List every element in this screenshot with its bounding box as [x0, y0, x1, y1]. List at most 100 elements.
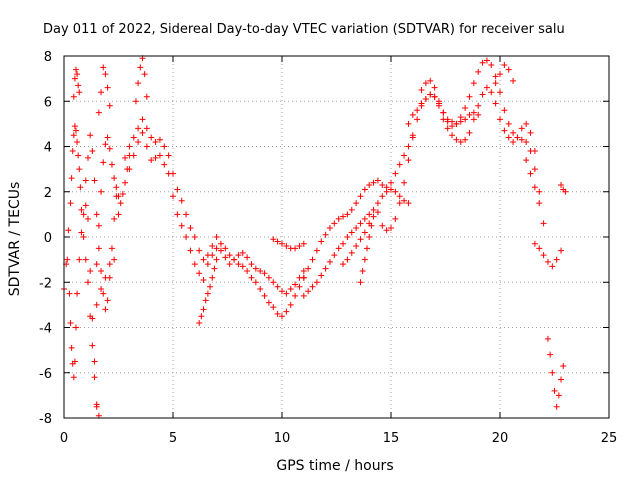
series-late-b	[544, 335, 567, 410]
data-point	[392, 170, 399, 177]
grid-lines	[64, 56, 609, 418]
data-point	[141, 71, 148, 78]
data-point	[202, 297, 209, 304]
series-spike-330	[132, 55, 150, 105]
data-point	[457, 138, 464, 145]
data-point	[531, 148, 538, 155]
data-point	[76, 89, 83, 96]
data-point	[100, 64, 107, 71]
data-point	[111, 215, 118, 222]
data-point	[143, 143, 150, 150]
data-point	[178, 197, 185, 204]
data-point	[374, 177, 381, 184]
data-point	[318, 272, 325, 279]
data-point	[148, 134, 155, 141]
series-early-trace-d	[93, 134, 133, 268]
x-tick-label: 10	[274, 431, 291, 446]
data-point	[74, 71, 81, 78]
data-point	[296, 243, 303, 250]
data-point	[108, 245, 115, 252]
data-point	[475, 111, 482, 118]
data-point	[274, 283, 281, 290]
data-point	[213, 245, 220, 252]
data-point	[257, 286, 264, 293]
data-point	[462, 116, 469, 123]
data-point	[431, 84, 438, 91]
data-point	[531, 184, 538, 191]
data-point	[344, 211, 351, 218]
data-point	[470, 80, 477, 87]
data-point	[405, 120, 412, 127]
series-late-drop	[523, 157, 547, 227]
data-point	[322, 265, 329, 272]
data-point	[98, 286, 105, 293]
data-point	[130, 134, 137, 141]
series-early-trace-c	[82, 132, 122, 313]
data-point	[348, 249, 355, 256]
data-point	[527, 129, 534, 136]
data-point	[84, 154, 91, 161]
data-point	[132, 98, 139, 105]
data-point	[553, 403, 560, 410]
data-point	[226, 252, 233, 259]
data-point	[196, 247, 203, 254]
data-point	[76, 166, 83, 173]
data-point	[497, 71, 503, 78]
data-point	[222, 245, 229, 252]
data-point	[283, 243, 290, 250]
data-point	[540, 220, 547, 227]
data-point	[374, 200, 381, 207]
y-tick-label: 6	[44, 95, 52, 110]
data-point	[326, 224, 333, 231]
data-point	[156, 152, 163, 159]
data-point	[553, 256, 560, 263]
data-point	[70, 93, 77, 100]
data-point	[366, 181, 373, 188]
data-point	[67, 200, 74, 207]
data-point	[217, 247, 224, 254]
data-point	[401, 152, 408, 159]
data-point	[435, 98, 442, 105]
data-point	[392, 188, 399, 195]
data-point	[207, 283, 214, 290]
data-point	[449, 132, 456, 139]
data-point	[115, 211, 122, 218]
data-point	[475, 102, 482, 109]
y-tick-label: 8	[44, 50, 52, 65]
data-point	[370, 213, 377, 220]
data-point	[335, 245, 342, 252]
data-point	[466, 93, 473, 100]
series-midday-band-c	[300, 186, 412, 299]
series-midday-band-a	[270, 236, 307, 252]
data-point	[102, 274, 109, 281]
data-point	[414, 107, 421, 114]
data-point	[130, 152, 137, 159]
y-tick-label: 0	[44, 231, 52, 246]
data-point	[213, 234, 220, 240]
data-point	[261, 292, 268, 299]
data-point	[527, 170, 534, 177]
axis-ticks: 0 5 10 15 20 25 -8 -6 -4 -2 0 2 4 6 8	[39, 50, 617, 446]
data-point	[558, 376, 565, 383]
y-tick-label: 2	[44, 186, 52, 201]
series-midday-band-d	[340, 209, 381, 268]
data-point	[388, 179, 394, 186]
data-point	[427, 91, 434, 98]
data-point	[122, 154, 129, 161]
data-point	[74, 138, 81, 145]
data-point	[102, 71, 109, 78]
data-point	[331, 220, 338, 227]
data-point	[361, 186, 368, 193]
data-point	[261, 270, 268, 277]
data-point	[536, 188, 543, 195]
data-point	[361, 256, 368, 263]
data-point	[287, 286, 294, 293]
y-tick-label: -6	[39, 367, 52, 382]
data-point	[518, 136, 525, 143]
data-point	[449, 118, 456, 125]
data-point	[106, 102, 113, 109]
data-point	[396, 193, 403, 200]
data-point	[148, 157, 155, 164]
data-point	[108, 161, 115, 168]
data-point	[115, 193, 122, 200]
